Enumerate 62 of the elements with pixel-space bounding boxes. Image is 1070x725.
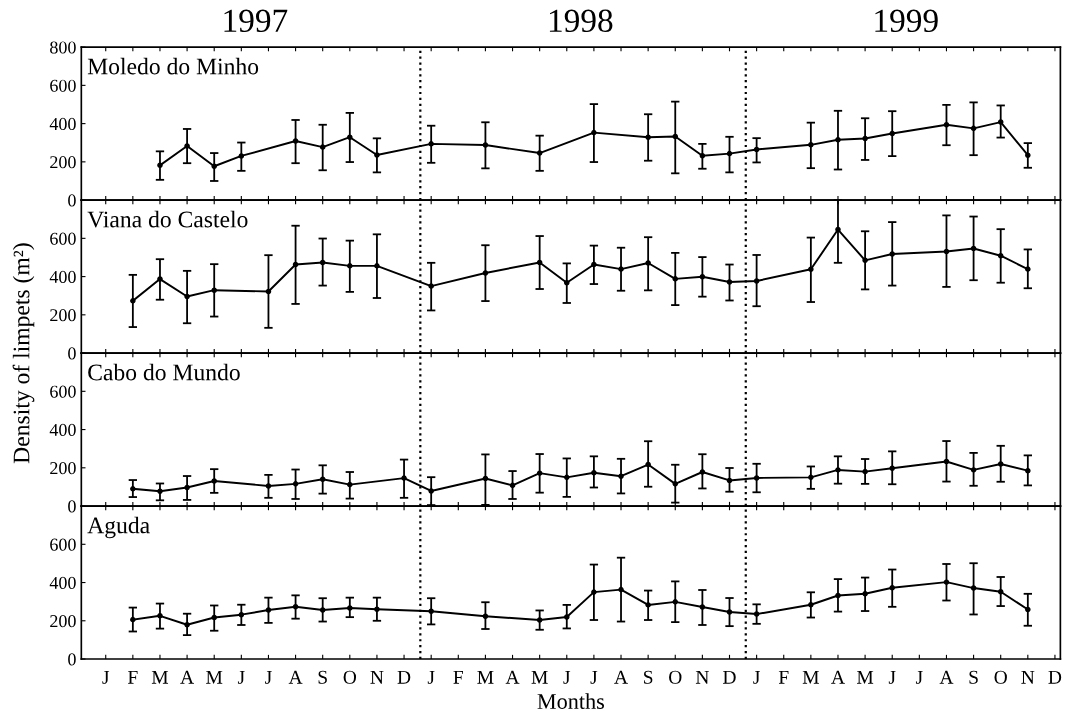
x-tick-label: J bbox=[563, 670, 571, 684]
y-tick-label: 600 bbox=[50, 79, 76, 92]
x-tick-label: M bbox=[206, 670, 223, 684]
y-tick-label: 0 bbox=[68, 194, 76, 207]
x-tick-label: S bbox=[969, 670, 978, 684]
x-tick-label: J bbox=[102, 670, 110, 684]
y-tick-label: 400 bbox=[49, 576, 76, 589]
x-tick-label: J bbox=[265, 670, 272, 684]
x-tick-label: A bbox=[939, 670, 954, 684]
y-tick-label: 600 bbox=[50, 385, 76, 398]
x-tick-label: J bbox=[237, 670, 245, 684]
y-tick-label: 200 bbox=[50, 156, 76, 169]
x-tick-label: M bbox=[857, 670, 874, 684]
x-tick-label: F bbox=[778, 670, 789, 684]
y-tick-label: 0 bbox=[68, 500, 76, 513]
x-axis-title: Months bbox=[537, 693, 604, 709]
x-tick-label: D bbox=[1048, 670, 1062, 684]
y-tick-label: 400 bbox=[49, 270, 76, 284]
chart-title: Moledo do Minho bbox=[87, 57, 259, 75]
x-tick-label: J bbox=[915, 670, 923, 684]
y-tick-label: 200 bbox=[50, 462, 76, 475]
x-tick-label: J bbox=[753, 670, 760, 684]
x-tick-label: F bbox=[128, 670, 138, 684]
y-tick-label: 400 bbox=[49, 423, 76, 436]
x-tick-label: O bbox=[994, 670, 1007, 684]
x-tick-label: M bbox=[802, 670, 819, 684]
y-tick-label: 400 bbox=[49, 117, 76, 131]
y-tick-label: 0 bbox=[68, 347, 76, 360]
x-tick-label: A bbox=[505, 670, 520, 684]
y-tick-label: 800 bbox=[50, 41, 76, 54]
x-tick-label: A bbox=[831, 670, 845, 684]
y-tick-label: 200 bbox=[50, 309, 76, 322]
x-tick-label: A bbox=[614, 670, 628, 684]
text: 1998 bbox=[549, 9, 613, 33]
x-tick-label: N bbox=[370, 670, 384, 684]
chart-title: Viana do Castelo bbox=[87, 210, 248, 228]
x-tick-label: O bbox=[669, 670, 682, 684]
x-tick-label: F bbox=[453, 670, 463, 684]
x-tick-label: A bbox=[180, 670, 194, 684]
x-tick-label: M bbox=[531, 670, 548, 684]
y-tick-label: 600 bbox=[50, 538, 76, 551]
x-tick-label: J bbox=[590, 670, 598, 684]
x-tick-label: A bbox=[288, 670, 303, 684]
x-tick-label: N bbox=[1021, 670, 1035, 684]
y-tick-label: 0 bbox=[68, 653, 76, 666]
chart-title: Cabo do Mundo bbox=[88, 363, 240, 381]
x-tick-label: J bbox=[427, 670, 435, 684]
x-tick-label: M bbox=[477, 670, 494, 684]
chart-title: Aguda bbox=[87, 516, 150, 539]
x-tick-label: J bbox=[888, 670, 896, 684]
x-tick-label: S bbox=[644, 670, 653, 684]
x-tick-label: N bbox=[695, 670, 709, 684]
x-tick-label: O bbox=[343, 670, 357, 684]
x-tick-label: M bbox=[151, 670, 169, 684]
x-tick-label: S bbox=[318, 670, 327, 684]
y-tick-label: 600 bbox=[50, 232, 76, 245]
y-axis-title: Density of limpets (m²) bbox=[12, 243, 35, 464]
text: 1999 bbox=[875, 9, 938, 33]
y-tick-label: 200 bbox=[50, 615, 76, 628]
text: 1997 bbox=[224, 9, 288, 33]
x-tick-label: D bbox=[723, 670, 736, 684]
x-tick-label: D bbox=[397, 670, 411, 684]
